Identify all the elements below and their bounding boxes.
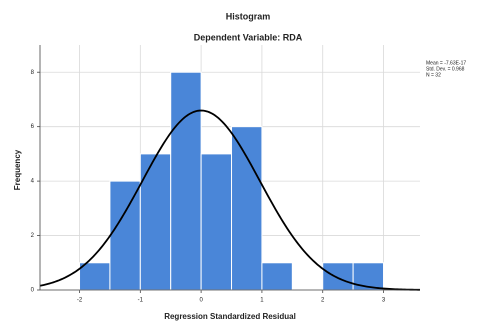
bar bbox=[261, 262, 293, 291]
x-tick-label: 3 bbox=[382, 298, 386, 304]
y-tick-label: 8 bbox=[31, 70, 35, 76]
y-tick-label: 6 bbox=[31, 124, 35, 130]
chart-title: Histogram bbox=[226, 11, 271, 21]
y-axis-label: Frequency bbox=[13, 149, 22, 190]
bar bbox=[139, 153, 172, 291]
y-tick-label: 2 bbox=[31, 233, 35, 239]
y-tick-label: 0 bbox=[31, 288, 35, 294]
stat-label: N = 32 bbox=[426, 72, 441, 78]
bar bbox=[109, 180, 141, 291]
x-tick-label: -1 bbox=[138, 298, 144, 304]
bar bbox=[322, 262, 354, 291]
y-tick-label: 4 bbox=[31, 179, 35, 185]
normal-curve bbox=[39, 109, 421, 291]
x-tick-label: 2 bbox=[321, 298, 325, 304]
bar bbox=[200, 153, 233, 291]
bar bbox=[79, 262, 111, 291]
x-tick-label: 0 bbox=[199, 298, 203, 304]
stat-label: Std. Dev. = 0.968 bbox=[426, 66, 465, 72]
stat-label: Mean = -7.63E-17 bbox=[426, 60, 466, 66]
x-tick-label: -2 bbox=[77, 298, 83, 304]
x-axis-label: Regression Standardized Residual bbox=[164, 312, 296, 321]
x-tick-label: 1 bbox=[260, 298, 264, 304]
bar bbox=[170, 71, 202, 291]
chart-subtitle: Dependent Variable: RDA bbox=[194, 32, 303, 42]
bar bbox=[231, 126, 263, 291]
